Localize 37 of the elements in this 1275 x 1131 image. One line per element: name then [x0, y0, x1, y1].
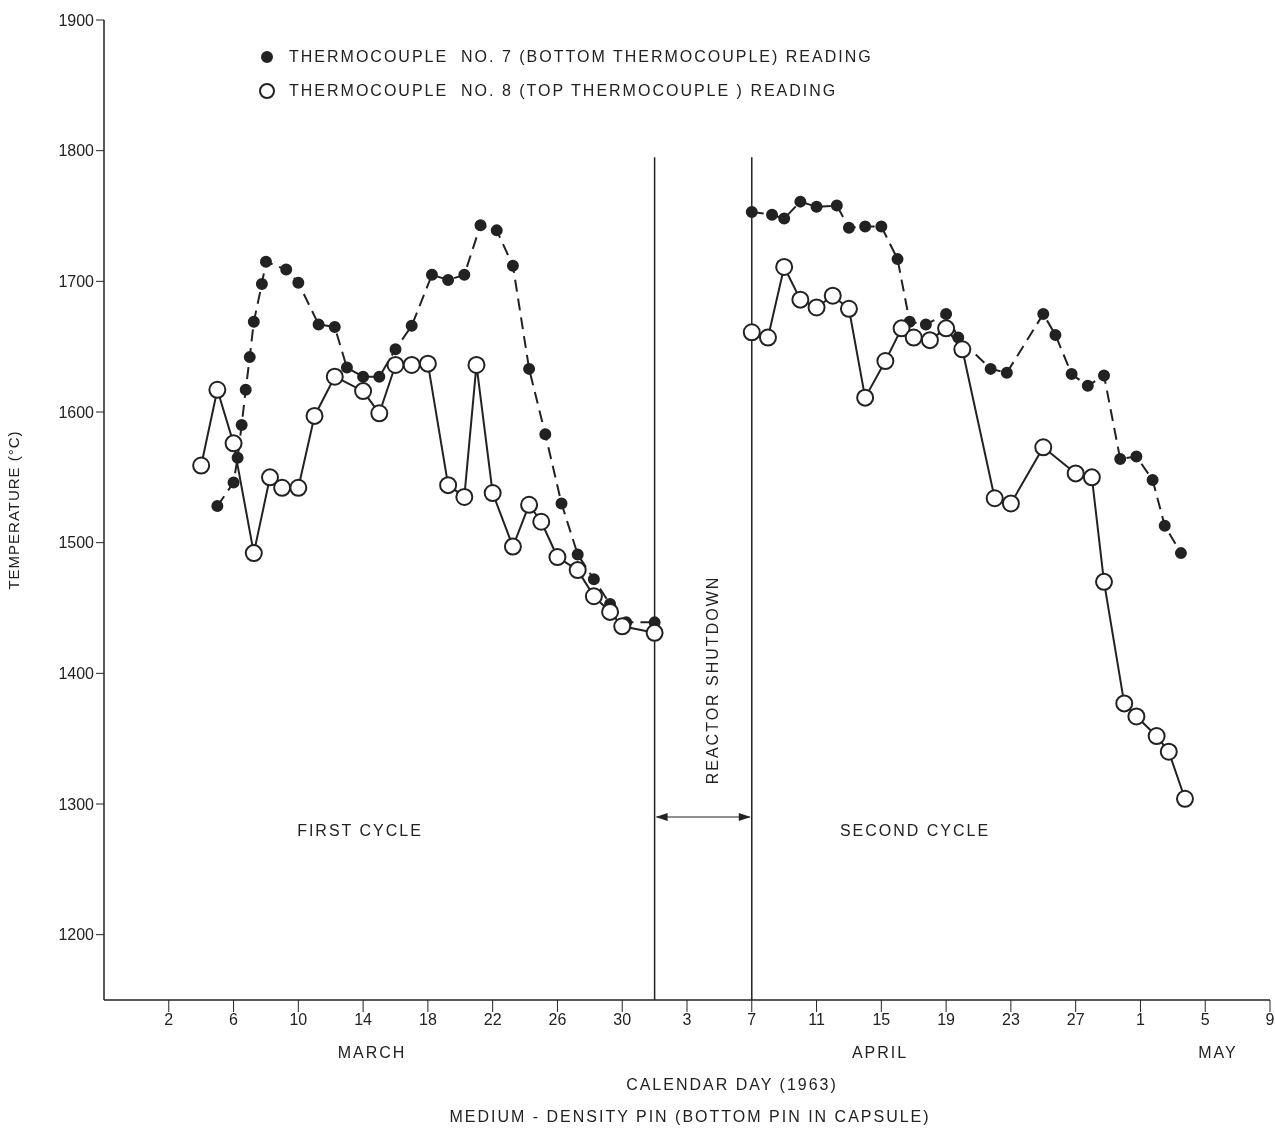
- annotation: SECOND CYCLE: [839, 822, 991, 839]
- x-axis-title: CALENDAR DAY (1963): [626, 1076, 838, 1093]
- x-tick-label: 2: [164, 1011, 174, 1029]
- x-tick-label: 26: [548, 1011, 567, 1029]
- x-tick-label: 3: [682, 1011, 692, 1029]
- y-axis-title: TEMPERATURE (°C): [5, 430, 23, 590]
- legend-label: THERMOCOUPLE NO. 7 (BOTTOM THERMOCOUPLE) READING: [289, 48, 873, 66]
- x-tick-label: 9: [1265, 1011, 1275, 1029]
- y-tick-label: 1700: [58, 273, 95, 291]
- text: MAY: [1198, 1044, 1238, 1061]
- x-tick-label: 10: [289, 1011, 308, 1029]
- x-tick-label: 18: [418, 1011, 437, 1029]
- annotation: FIRST CYCLE: [297, 822, 423, 839]
- x-tick-label: 5: [1200, 1011, 1210, 1029]
- y-tick-label: 1600: [58, 403, 95, 421]
- x-tick-label: 6: [229, 1011, 239, 1029]
- y-tick-label: 1900: [58, 11, 95, 29]
- text: APRIL: [851, 1044, 909, 1061]
- x-tick-label: 22: [483, 1011, 502, 1029]
- y-tick-label: 1200: [58, 926, 95, 944]
- legend-label: THERMOCOUPLE NO. 8 (TOP THERMOCOUPLE ) READING: [289, 82, 838, 100]
- x-tick-label: 7: [747, 1011, 757, 1029]
- annotation: REACTOR SHUTDOWN: [703, 575, 721, 785]
- text: MEDIUM - DENSITY PIN (BOTTOM PIN IN CAPSULE): [449, 1108, 931, 1125]
- y-tick-label: 1800: [58, 142, 95, 160]
- x-tick-label: 27: [1066, 1011, 1085, 1029]
- x-tick-label: 19: [937, 1011, 956, 1029]
- x-tick-label: 23: [1001, 1011, 1020, 1029]
- x-tick-label: 15: [872, 1011, 891, 1029]
- y-tick-label: 1400: [58, 665, 95, 683]
- y-tick-label: 1300: [58, 795, 95, 813]
- x-tick-label: 1: [1135, 1011, 1145, 1029]
- x-tick-label: 11: [808, 1011, 825, 1029]
- x-tick-label: 30: [613, 1011, 632, 1029]
- x-tick-label: 14: [354, 1011, 373, 1029]
- y-tick-label: 1500: [58, 534, 95, 552]
- text: MARCH: [337, 1044, 407, 1061]
